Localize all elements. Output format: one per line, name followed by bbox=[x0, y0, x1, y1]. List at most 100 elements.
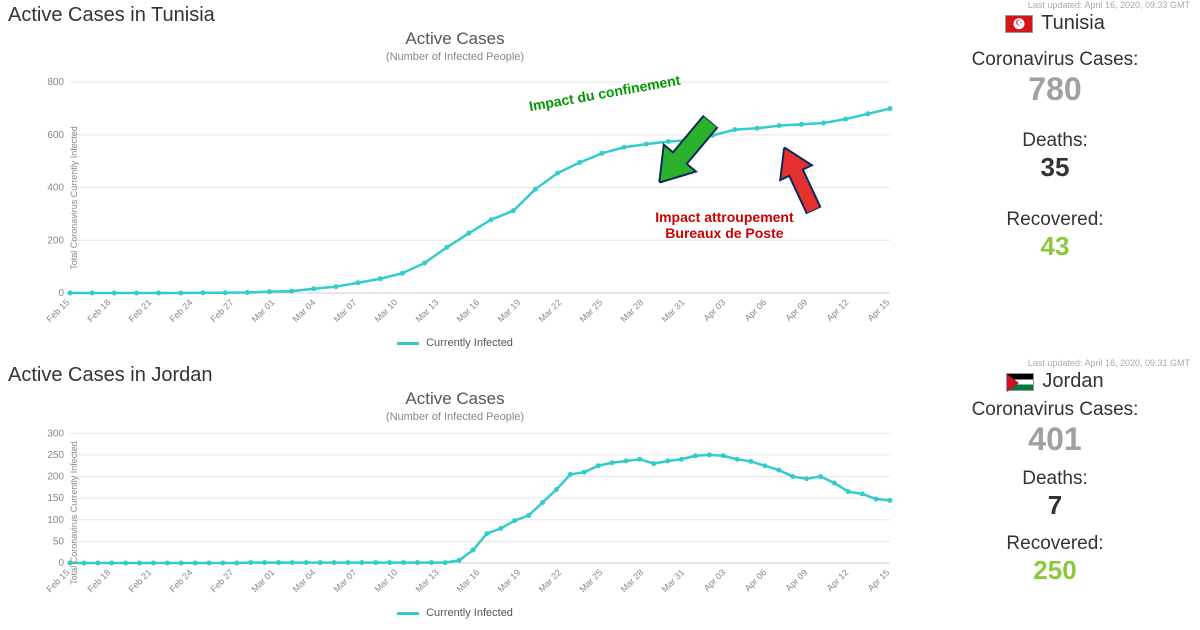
svg-text:Apr 15: Apr 15 bbox=[866, 567, 892, 593]
svg-text:Feb 21: Feb 21 bbox=[127, 297, 154, 324]
svg-text:Feb 21: Feb 21 bbox=[127, 567, 154, 594]
jordan-cases-value: 401 bbox=[910, 421, 1200, 458]
svg-text:Feb 24: Feb 24 bbox=[168, 297, 195, 324]
tunisia-legend: Currently Infected bbox=[0, 337, 910, 349]
tunisia-cases-label: Coronavirus Cases: bbox=[910, 49, 1200, 71]
svg-text:Feb 24: Feb 24 bbox=[168, 567, 195, 594]
svg-text:Mar 13: Mar 13 bbox=[414, 297, 441, 324]
tunisia-legend-label: Currently Infected bbox=[426, 337, 513, 349]
tunisia-recovered-value: 43 bbox=[910, 231, 1200, 262]
jordan-legend-label: Currently Infected bbox=[426, 607, 513, 619]
svg-text:Apr 12: Apr 12 bbox=[825, 297, 851, 323]
tunisia-flag-icon: ☪ bbox=[1005, 15, 1033, 33]
tunisia-chart-subtitle: (Number of Infected People) bbox=[0, 51, 910, 63]
svg-text:Apr 03: Apr 03 bbox=[702, 297, 728, 323]
svg-text:Mar 10: Mar 10 bbox=[373, 297, 400, 324]
svg-text:Mar 22: Mar 22 bbox=[537, 297, 564, 324]
svg-text:Mar 07: Mar 07 bbox=[332, 567, 359, 594]
tunisia-recovered-label: Recovered: bbox=[910, 209, 1200, 231]
jordan-legend: Currently Infected bbox=[0, 607, 910, 619]
svg-text:Mar 19: Mar 19 bbox=[496, 297, 523, 324]
tunisia-plot: Total Coronavirus Currently Infected 020… bbox=[0, 63, 910, 333]
svg-text:Mar 01: Mar 01 bbox=[250, 567, 277, 594]
jordan-deaths-label: Deaths: bbox=[910, 468, 1200, 490]
svg-text:Feb 27: Feb 27 bbox=[209, 297, 236, 324]
svg-text:50: 50 bbox=[53, 536, 65, 547]
tunisia-section-title: Active Cases in Tunisia bbox=[0, 0, 910, 29]
tunisia-stats-block: Last updated: April 16, 2020, 09:33 GMT … bbox=[910, 0, 1200, 358]
svg-text:Mar 16: Mar 16 bbox=[455, 297, 482, 324]
svg-text:Apr 12: Apr 12 bbox=[825, 567, 851, 593]
annotation-attroupement-line2: Bureaux de Poste bbox=[665, 225, 783, 241]
svg-text:Mar 10: Mar 10 bbox=[373, 567, 400, 594]
svg-text:Mar 22: Mar 22 bbox=[537, 567, 564, 594]
tunisia-cases-value: 780 bbox=[910, 71, 1200, 108]
svg-text:Mar 04: Mar 04 bbox=[291, 297, 318, 324]
svg-text:Mar 19: Mar 19 bbox=[496, 567, 523, 594]
svg-text:Mar 28: Mar 28 bbox=[619, 567, 646, 594]
jordan-recovered-label: Recovered: bbox=[910, 533, 1200, 555]
svg-text:250: 250 bbox=[47, 450, 64, 461]
jordan-recovered-value: 250 bbox=[910, 555, 1200, 586]
svg-text:Mar 28: Mar 28 bbox=[619, 297, 646, 324]
jordan-country-name: Jordan bbox=[1042, 370, 1103, 393]
svg-text:300: 300 bbox=[47, 428, 64, 439]
tunisia-country-name: Tunisia bbox=[1041, 12, 1105, 35]
tunisia-chart-svg: 0200400600800Feb 15Feb 18Feb 21Feb 24Feb… bbox=[20, 63, 900, 333]
svg-text:Feb 18: Feb 18 bbox=[86, 297, 113, 324]
svg-text:Mar 31: Mar 31 bbox=[660, 567, 687, 594]
jordan-deaths-value: 7 bbox=[910, 490, 1200, 521]
jordan-chart-block: Active Cases in Jordan Active Cases (Num… bbox=[0, 360, 910, 630]
tunisia-deaths-label: Deaths: bbox=[910, 130, 1200, 152]
svg-text:600: 600 bbox=[47, 130, 64, 141]
tunisia-legend-swatch bbox=[397, 342, 419, 345]
svg-text:Apr 15: Apr 15 bbox=[866, 297, 892, 323]
annotation-attroupement-line1: Impact attroupement bbox=[655, 209, 793, 225]
svg-text:Mar 25: Mar 25 bbox=[578, 567, 605, 594]
page: Active Cases in Tunisia Active Cases (Nu… bbox=[0, 0, 1200, 630]
jordan-last-updated: Last updated: April 16, 2020, 09:31 GMT bbox=[910, 358, 1200, 368]
svg-text:Mar 25: Mar 25 bbox=[578, 297, 605, 324]
svg-text:Apr 06: Apr 06 bbox=[743, 567, 769, 593]
svg-text:400: 400 bbox=[47, 183, 64, 194]
jordan-chart-title: Active Cases bbox=[0, 389, 910, 409]
stats-column: Last updated: April 16, 2020, 09:33 GMT … bbox=[910, 0, 1200, 630]
jordan-flag-icon bbox=[1006, 373, 1034, 391]
svg-text:Feb 15: Feb 15 bbox=[45, 567, 72, 594]
svg-text:Mar 01: Mar 01 bbox=[250, 297, 277, 324]
svg-text:Feb 27: Feb 27 bbox=[209, 567, 236, 594]
svg-text:Apr 09: Apr 09 bbox=[784, 567, 810, 593]
jordan-legend-swatch bbox=[397, 612, 419, 615]
jordan-flag-line: Jordan bbox=[910, 370, 1200, 393]
tunisia-last-updated: Last updated: April 16, 2020, 09:33 GMT bbox=[910, 0, 1200, 10]
tunisia-y-axis-label: Total Coronavirus Currently Infected bbox=[69, 126, 79, 270]
tunisia-chart-block: Active Cases in Tunisia Active Cases (Nu… bbox=[0, 0, 910, 360]
tunisia-deaths-value: 35 bbox=[910, 152, 1200, 183]
svg-text:Mar 07: Mar 07 bbox=[332, 297, 359, 324]
jordan-section-title: Active Cases in Jordan bbox=[0, 360, 910, 389]
svg-text:Mar 13: Mar 13 bbox=[414, 567, 441, 594]
svg-text:Mar 04: Mar 04 bbox=[291, 567, 318, 594]
svg-text:200: 200 bbox=[47, 472, 64, 483]
svg-text:Apr 03: Apr 03 bbox=[702, 567, 728, 593]
jordan-stats-block: Last updated: April 16, 2020, 09:31 GMT … bbox=[910, 358, 1200, 630]
svg-text:800: 800 bbox=[47, 77, 64, 88]
jordan-y-axis-label: Total Coronavirus Currently Infected bbox=[69, 441, 79, 585]
svg-text:150: 150 bbox=[47, 493, 64, 504]
charts-column: Active Cases in Tunisia Active Cases (Nu… bbox=[0, 0, 910, 630]
svg-text:Mar 16: Mar 16 bbox=[455, 567, 482, 594]
annotation-attroupement: Impact attroupement Bureaux de Poste bbox=[655, 209, 793, 241]
jordan-chart-svg: 050100150200250300Feb 15Feb 18Feb 21Feb … bbox=[20, 423, 900, 603]
tunisia-flag-line: ☪ Tunisia bbox=[910, 12, 1200, 35]
tunisia-chart-title: Active Cases bbox=[0, 29, 910, 49]
svg-text:Mar 31: Mar 31 bbox=[660, 297, 687, 324]
jordan-cases-label: Coronavirus Cases: bbox=[910, 399, 1200, 421]
svg-text:200: 200 bbox=[47, 235, 64, 246]
jordan-chart-subtitle: (Number of Infected People) bbox=[0, 411, 910, 423]
svg-text:Feb 15: Feb 15 bbox=[45, 297, 72, 324]
jordan-plot: Total Coronavirus Currently Infected 050… bbox=[0, 423, 910, 603]
svg-text:100: 100 bbox=[47, 515, 64, 526]
svg-text:Apr 09: Apr 09 bbox=[784, 297, 810, 323]
svg-text:Apr 06: Apr 06 bbox=[743, 297, 769, 323]
svg-text:Feb 18: Feb 18 bbox=[86, 567, 113, 594]
